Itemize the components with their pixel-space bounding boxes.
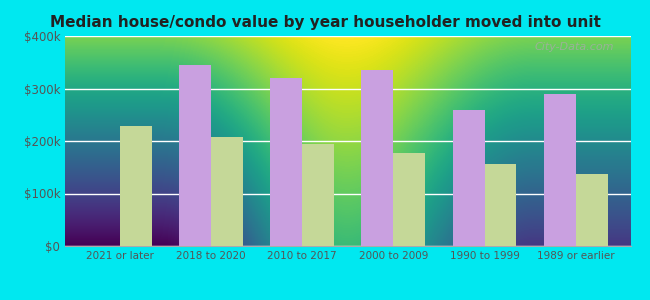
Bar [179,65,211,246]
Bar [361,70,393,246]
Bar [484,164,517,246]
Bar [393,152,425,246]
Bar [211,137,243,246]
Legend: Langdon Place, Kentucky: Langdon Place, Kentucky [240,298,455,300]
Bar [302,144,334,246]
Text: City-Data.com: City-Data.com [534,42,614,52]
Text: Median house/condo value by year householder moved into unit: Median house/condo value by year househo… [49,15,601,30]
Bar [544,94,576,246]
Bar [576,174,608,246]
Bar [120,126,151,246]
Bar [452,110,484,246]
Bar [270,78,302,246]
